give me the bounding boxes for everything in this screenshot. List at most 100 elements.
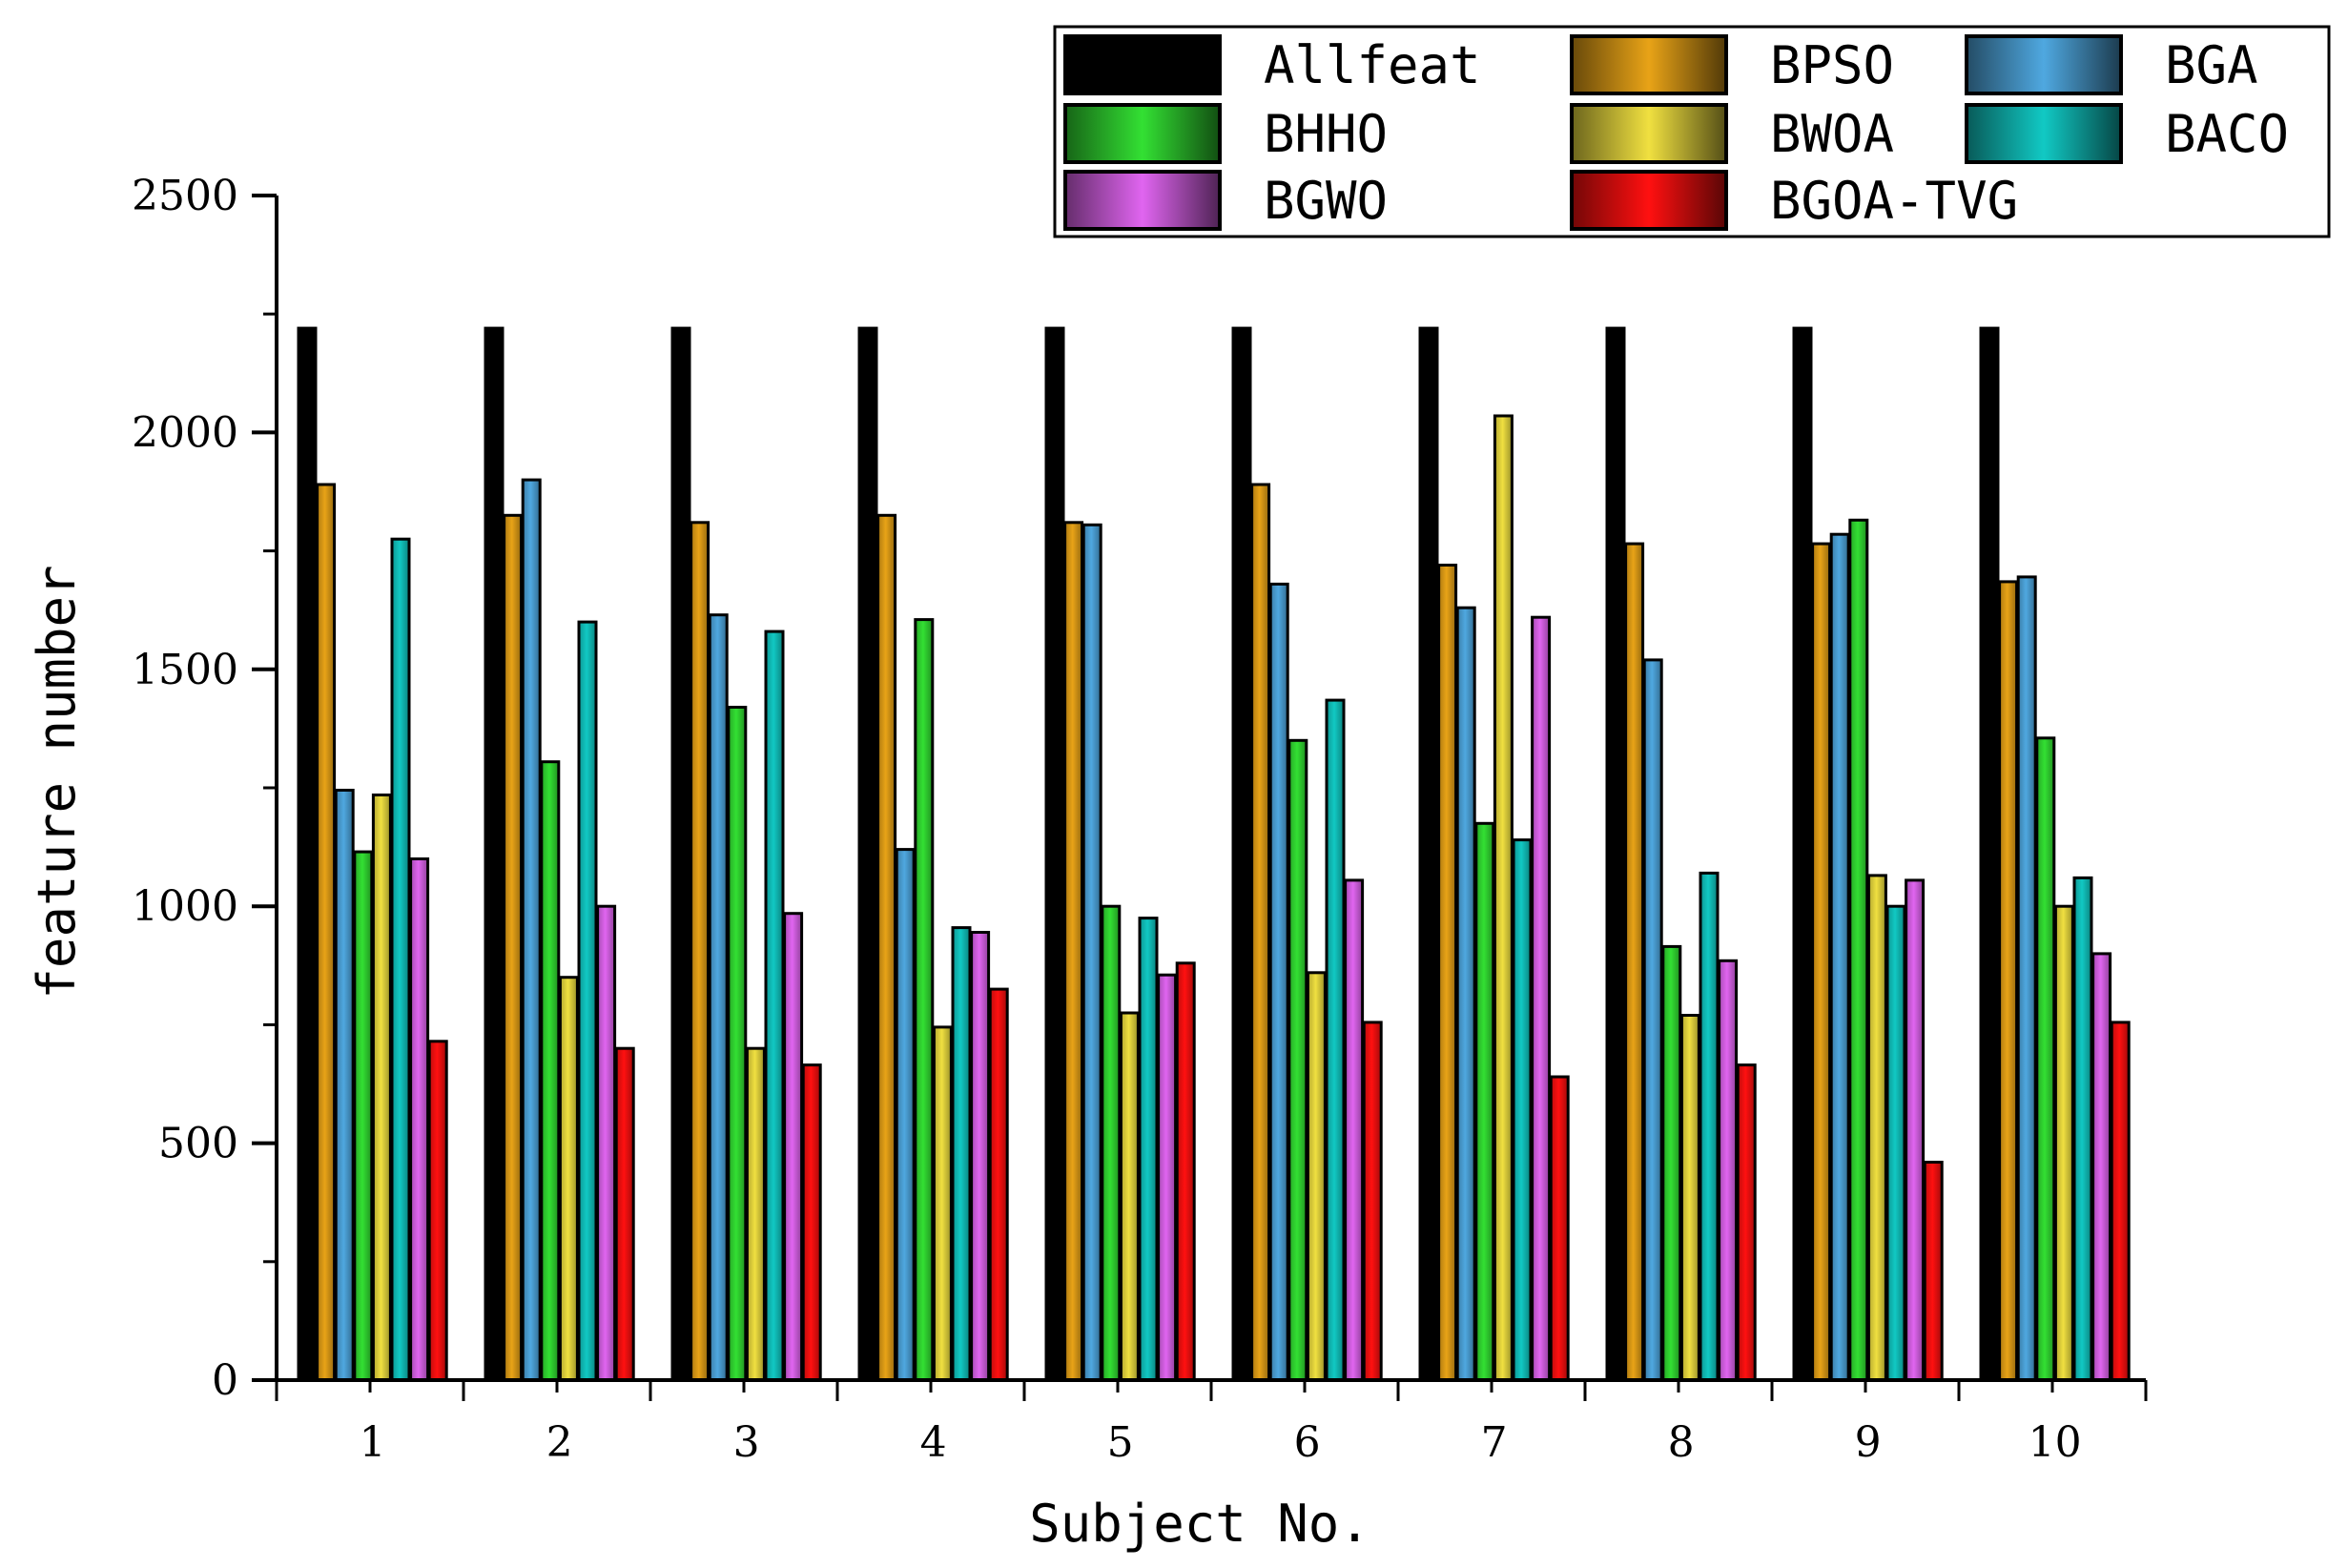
bar-allfeat-subject-4 <box>857 326 878 1382</box>
bar-bwoa-subject-1 <box>371 794 392 1382</box>
legend-swatch-bga <box>1965 34 2123 95</box>
bar-allfeat-subject-9 <box>1792 326 1813 1382</box>
bar-allfeat-subject-7 <box>1418 326 1439 1382</box>
bar-bwoa-subject-8 <box>1679 1014 1700 1382</box>
bar-bga-subject-9 <box>1829 532 1850 1382</box>
legend-swatch-bhho <box>1063 103 1222 164</box>
bar-bwoa-subject-9 <box>1866 874 1887 1382</box>
x-tick-label: 4 <box>920 1418 947 1467</box>
bar-bhho-subject-8 <box>1661 944 1682 1382</box>
bar-bwoa-subject-7 <box>1493 414 1514 1382</box>
bar-bgoa-tvg-subject-6 <box>1362 1021 1383 1382</box>
x-tick-label: 7 <box>1481 1418 1508 1467</box>
x-tick-label: 1 <box>360 1418 386 1467</box>
bar-bwoa-subject-3 <box>745 1046 766 1382</box>
legend-label-bpso: BPSO <box>1770 35 1894 95</box>
legend-label-allfeat: Allfeat <box>1264 35 1481 95</box>
bar-bga-subject-4 <box>895 848 916 1382</box>
bar-baco-subject-4 <box>951 926 972 1382</box>
bar-bgoa-tvg-subject-5 <box>1175 961 1196 1382</box>
bar-bpso-subject-2 <box>503 513 524 1382</box>
bar-allfeat-subject-10 <box>1979 326 2000 1382</box>
y-tick-label: 1000 <box>132 882 238 931</box>
bar-bgwo-subject-5 <box>1157 973 1178 1382</box>
bar-baco-subject-5 <box>1138 917 1159 1382</box>
bar-allfeat-subject-2 <box>484 326 505 1382</box>
bar-baco-subject-3 <box>764 629 785 1382</box>
bar-bwoa-subject-2 <box>558 976 579 1382</box>
bar-bgwo-subject-4 <box>970 931 991 1382</box>
legend-swatch-baco <box>1965 103 2123 164</box>
bar-bgwo-subject-8 <box>1718 959 1739 1382</box>
legend-swatch-bwoa <box>1570 103 1728 164</box>
legend-label-bwoa: BWOA <box>1770 104 1894 164</box>
legend-swatch-bpso <box>1570 34 1728 95</box>
y-tick-label: 500 <box>158 1120 238 1168</box>
bar-bhho-subject-5 <box>1101 904 1122 1382</box>
bar-bhho-subject-1 <box>353 850 374 1382</box>
x-tick-label: 5 <box>1107 1418 1134 1467</box>
bar-baco-subject-6 <box>1325 698 1346 1382</box>
bar-bpso-subject-3 <box>690 521 711 1382</box>
bar-allfeat-subject-1 <box>297 326 318 1382</box>
bar-bpso-subject-8 <box>1624 542 1645 1382</box>
bar-bga-subject-5 <box>1081 523 1102 1382</box>
legend-label-bgwo: BGWO <box>1264 171 1388 231</box>
bar-bgoa-tvg-subject-9 <box>1923 1161 1944 1382</box>
y-axis-title: feature number <box>27 565 87 999</box>
bar-allfeat-subject-3 <box>670 326 691 1382</box>
bar-allfeat-subject-6 <box>1231 326 1252 1382</box>
bar-bpso-subject-1 <box>316 483 337 1382</box>
bar-bwoa-subject-10 <box>2053 904 2074 1382</box>
x-tick-label: 3 <box>733 1418 760 1467</box>
legend-label-baco: BACO <box>2165 104 2289 164</box>
bar-bpso-subject-7 <box>1437 564 1458 1382</box>
bar-baco-subject-8 <box>1699 871 1720 1382</box>
bar-bga-subject-1 <box>334 789 355 1382</box>
bar-bgwo-subject-7 <box>1531 615 1552 1382</box>
bar-baco-subject-1 <box>390 537 411 1382</box>
bar-bgoa-tvg-subject-8 <box>1736 1063 1757 1382</box>
bar-baco-subject-7 <box>1512 838 1533 1382</box>
bar-bgwo-subject-1 <box>409 857 430 1382</box>
bar-bga-subject-7 <box>1455 606 1476 1382</box>
x-tick-label: 8 <box>1668 1418 1695 1467</box>
y-tick-label: 1500 <box>132 646 238 694</box>
x-tick-label: 10 <box>2029 1418 2082 1467</box>
bar-bwoa-subject-5 <box>1119 1011 1140 1382</box>
y-tick-label: 0 <box>212 1356 238 1405</box>
bar-bgoa-tvg-subject-4 <box>988 987 1009 1382</box>
bar-bgwo-subject-2 <box>596 904 617 1382</box>
bar-bpso-subject-5 <box>1063 521 1084 1382</box>
bar-bgwo-subject-9 <box>1905 878 1926 1382</box>
bar-allfeat-subject-8 <box>1605 326 1626 1382</box>
bar-bhho-subject-4 <box>914 618 935 1382</box>
bar-bhho-subject-7 <box>1474 821 1495 1382</box>
bar-bwoa-subject-4 <box>932 1025 953 1382</box>
legend-swatch-allfeat <box>1063 34 1222 95</box>
legend-swatch-bgwo <box>1063 170 1222 231</box>
bar-bwoa-subject-6 <box>1306 971 1327 1382</box>
y-tick-label: 2000 <box>132 408 238 457</box>
bar-bgwo-subject-6 <box>1344 878 1365 1382</box>
y-tick-label: 2500 <box>132 172 238 220</box>
bar-bhho-subject-10 <box>2035 736 2056 1382</box>
bar-bga-subject-3 <box>708 613 729 1382</box>
bar-bhho-subject-6 <box>1287 738 1308 1382</box>
legend-label-bga: BGA <box>2165 35 2258 95</box>
bar-bgwo-subject-10 <box>2091 952 2112 1382</box>
bar-bhho-subject-9 <box>1848 518 1869 1382</box>
bar-bgoa-tvg-subject-7 <box>1549 1075 1570 1382</box>
bar-bgoa-tvg-subject-3 <box>801 1063 822 1382</box>
bar-bgwo-subject-3 <box>783 912 804 1382</box>
bars-group <box>297 326 2131 1382</box>
legend-label-bhho: BHHO <box>1264 104 1388 164</box>
bar-bga-subject-8 <box>1642 658 1663 1382</box>
bar-baco-subject-10 <box>2072 876 2093 1382</box>
bar-bpso-subject-6 <box>1250 483 1271 1382</box>
bar-bhho-subject-3 <box>727 706 748 1382</box>
bar-bpso-subject-10 <box>1998 580 2019 1382</box>
bar-bpso-subject-9 <box>1811 542 1832 1382</box>
x-axis-title: Subject No. <box>1029 1494 1370 1554</box>
x-tick-label: 6 <box>1294 1418 1321 1467</box>
